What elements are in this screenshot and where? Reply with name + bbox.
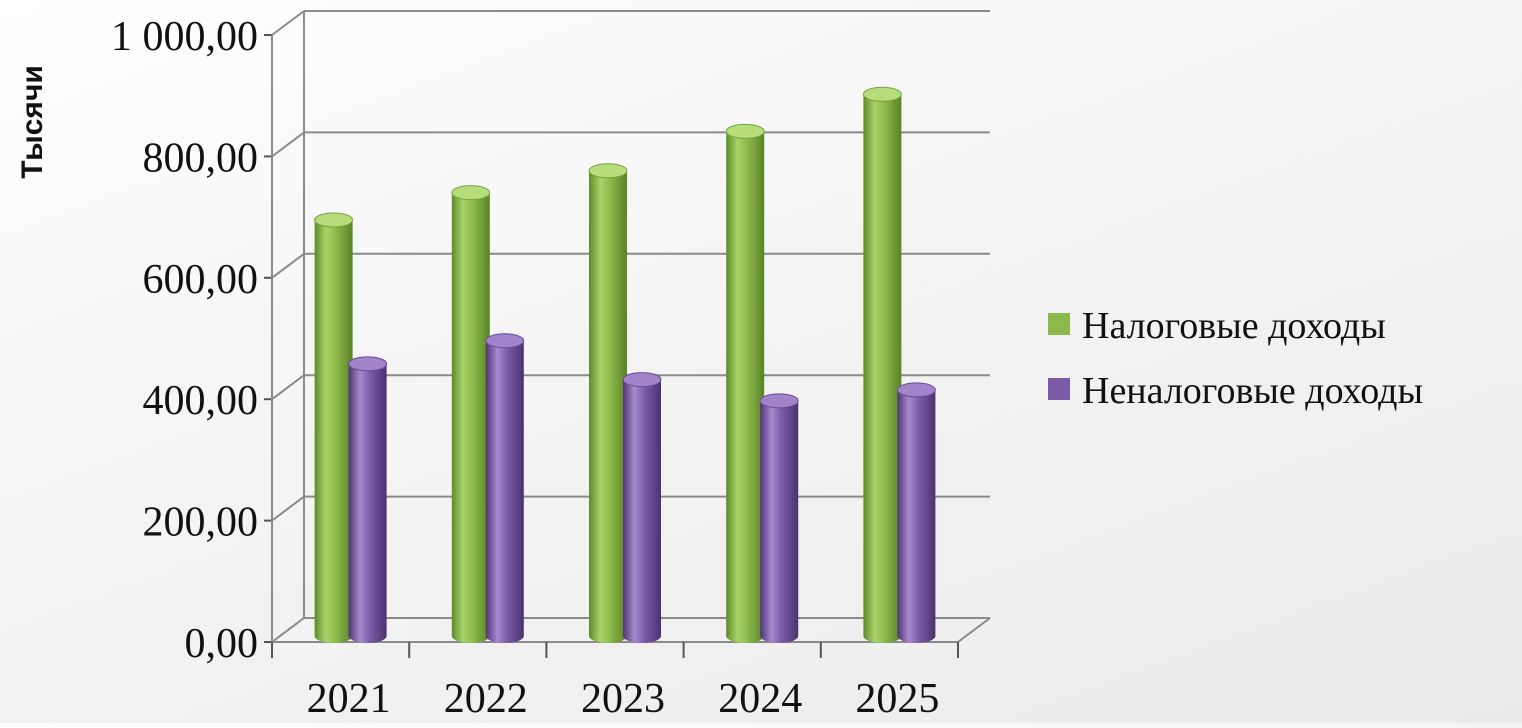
- bar-body: [314, 219, 353, 643]
- legend-swatch-nenalogovye: [1048, 378, 1070, 400]
- y-tick-label: 800,00: [143, 135, 259, 181]
- x-tick-label: 2023: [581, 676, 665, 722]
- y-tick-label: 1 000,00: [111, 14, 258, 60]
- bar-body: [485, 340, 524, 643]
- gridline-side: [271, 374, 305, 401]
- bar-body: [760, 400, 799, 643]
- y-tick-label: 400,00: [143, 378, 259, 424]
- y-tick-labels: 0,00 200,00 400,00 600,00 800,00 1 000,00: [111, 14, 258, 667]
- bar-body: [589, 170, 627, 643]
- x-tick-labels: 2021 2022 2023 2024 2025: [307, 676, 940, 722]
- bar-Налоговые доходы-2022: [451, 185, 491, 644]
- bar-Налоговые доходы-2021: [314, 212, 354, 643]
- bar-Налоговые доходы-2023: [588, 163, 628, 643]
- bar-cap: [759, 393, 799, 409]
- bars: [314, 86, 936, 644]
- legend-label-nalogovye: Налоговые доходы: [1082, 305, 1386, 347]
- bar-cap: [588, 163, 628, 179]
- bar-Неналоговые доходы-2024: [759, 393, 799, 643]
- x-tick-label: 2024: [718, 676, 802, 722]
- bar-Неналоговые доходы-2022: [485, 333, 525, 643]
- bar-Налоговые доходы-2024: [725, 123, 765, 644]
- y-axis-title: Тысячи: [16, 65, 49, 179]
- axes: [264, 11, 991, 658]
- bar-body: [897, 389, 936, 643]
- legend: Налоговые доходы Неналоговые доходы: [1048, 305, 1423, 412]
- bar-Неналоговые доходы-2023: [622, 372, 662, 643]
- bar-cap: [348, 356, 388, 372]
- bar-cap: [451, 185, 491, 201]
- gridline-side: [271, 10, 305, 36]
- bar-cap: [725, 123, 765, 139]
- bar-body: [348, 363, 387, 643]
- y-tick-label: 0,00: [185, 621, 259, 667]
- bar-cap: [622, 372, 662, 388]
- gridline-side: [271, 617, 305, 643]
- bar-cap: [485, 333, 525, 349]
- bar-Неналоговые доходы-2025: [896, 382, 936, 643]
- bar-Налоговые доходы-2025: [862, 86, 902, 643]
- gridline-side: [271, 495, 305, 522]
- gridline-side: [271, 131, 305, 158]
- bar-cap: [896, 382, 936, 398]
- legend-swatch-nalogovye: [1048, 313, 1070, 335]
- bar-cap: [314, 212, 354, 228]
- x-tick-label: 2021: [307, 676, 391, 722]
- y-tick-label: 600,00: [143, 257, 259, 303]
- bar-body: [726, 131, 765, 644]
- bar-Неналоговые доходы-2021: [348, 356, 388, 643]
- gridline-side: [271, 253, 305, 279]
- bar-cap: [862, 86, 902, 102]
- legend-label-nenalogovye: Неналоговые доходы: [1082, 370, 1423, 412]
- y-tick-label: 200,00: [143, 500, 259, 546]
- bar-body: [863, 94, 902, 643]
- bar-body: [623, 379, 661, 643]
- floor-right-edge: [957, 617, 991, 643]
- x-tick-label: 2025: [855, 676, 939, 722]
- bar-body: [451, 192, 490, 644]
- x-tick-label: 2022: [444, 676, 528, 722]
